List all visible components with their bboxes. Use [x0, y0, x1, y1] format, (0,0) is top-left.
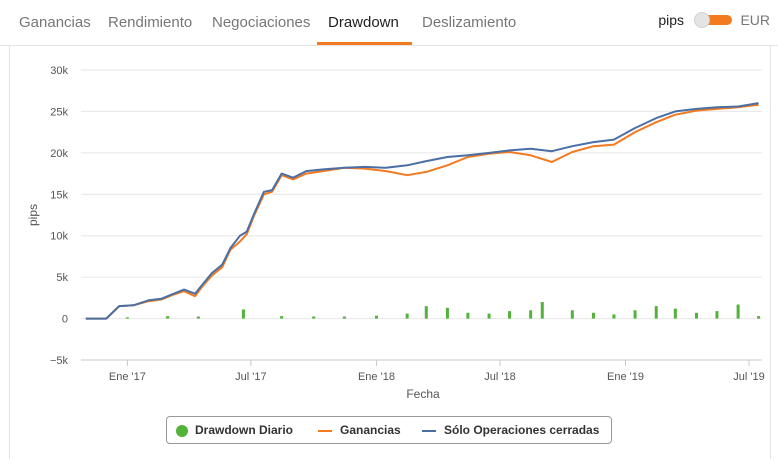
drawdown-bar: [673, 308, 677, 319]
drawdown-bar: [196, 316, 200, 319]
drawdown-bar: [241, 309, 245, 319]
chart-tabs: Ganancias Rendimiento Negociaciones Draw…: [0, 0, 778, 46]
drawdown-bar: [445, 307, 449, 319]
y-tick-label: 15k: [50, 189, 68, 201]
grid-lines: [81, 69, 762, 361]
y-tick-label: 25k: [50, 106, 68, 118]
legend-item-cerradas[interactable]: Sólo Operaciones cerradas: [444, 423, 600, 437]
drawdown-bar: [508, 311, 512, 319]
drawdown-bar: [405, 313, 409, 319]
drawdown-bar: [694, 312, 698, 319]
legend-marker-drawdown: [176, 425, 188, 437]
y-tick-label: 10k: [50, 231, 68, 243]
series-line-cerradas: [85, 102, 759, 320]
y-tick-label: 20k: [50, 148, 68, 160]
tab-drawdown[interactable]: Drawdown: [328, 14, 399, 31]
legend-item-ganancias[interactable]: Ganancias: [340, 423, 401, 437]
series-line-ganancias: [85, 103, 759, 320]
drawdown-bar: [633, 310, 637, 319]
drawdown-bar: [424, 306, 428, 319]
active-tab-indicator: [317, 42, 412, 45]
series-lines: [85, 102, 759, 320]
y-tick-label: 30k: [50, 65, 68, 77]
tab-rendimiento[interactable]: Rendimiento: [108, 14, 193, 31]
x-tick-label: Ene '17: [109, 371, 146, 383]
x-tick-label: Ene '18: [358, 371, 395, 383]
drawdown-bar: [540, 302, 544, 319]
tab-negociaciones[interactable]: Negociaciones: [212, 14, 311, 31]
drawdown-bar: [487, 313, 491, 319]
chart-frame: [9, 46, 771, 459]
x-tick-label: Jul '19: [733, 371, 764, 383]
legend-marker-cerradas: [422, 430, 436, 432]
drawdown-bar: [757, 316, 761, 319]
y-tick-label: 0: [62, 314, 68, 326]
x-axis-label: Fecha: [406, 387, 440, 401]
drawdown-bar: [342, 316, 346, 319]
drawdown-bar: [466, 312, 470, 319]
drawdown-bar: [570, 310, 574, 319]
x-tick-label: Jul '18: [484, 371, 515, 383]
drawdown-bars: [125, 302, 761, 319]
drawdown-bar: [125, 317, 129, 319]
drawdown-bar: [591, 312, 595, 319]
x-tick-label: Ene '19: [607, 371, 644, 383]
drawdown-bar: [166, 316, 170, 319]
unit-toggle-switch[interactable]: [694, 12, 732, 28]
drawdown-bar: [280, 316, 284, 319]
drawdown-bar: [612, 314, 616, 319]
drawdown-bar: [312, 316, 316, 319]
y-tick-label: −5k: [50, 355, 69, 367]
tab-ganancias[interactable]: Ganancias: [19, 14, 91, 31]
unit-toggle: pips EUR: [640, 11, 770, 31]
y-axis-label: pips: [26, 204, 40, 226]
x-tick-label: Jul '17: [235, 371, 266, 383]
toggle-label-eur[interactable]: EUR: [740, 12, 770, 28]
toggle-knob[interactable]: [694, 12, 710, 28]
y-axis-ticks: −5k 0 5k 10k 15k 20k 25k 30k: [50, 65, 69, 367]
drawdown-bar: [374, 315, 378, 319]
legend-marker-ganancias: [318, 430, 332, 432]
drawdown-bar: [654, 306, 658, 319]
y-tick-label: 5k: [56, 272, 68, 284]
drawdown-bar: [529, 310, 533, 319]
x-axis-ticks: Ene '17 Jul '17 Ene '18 Jul '18 Ene '19 Jul '…: [81, 359, 765, 383]
legend-item-drawdown[interactable]: Drawdown Diario: [195, 423, 294, 437]
tab-deslizamiento[interactable]: Deslizamiento: [422, 14, 517, 31]
chart-legend: Drawdown Diario Ganancias Sólo Operacion…: [166, 416, 612, 444]
drawdown-bar: [736, 304, 740, 319]
toggle-label-pips[interactable]: pips: [658, 12, 684, 28]
drawdown-bar: [715, 311, 719, 319]
